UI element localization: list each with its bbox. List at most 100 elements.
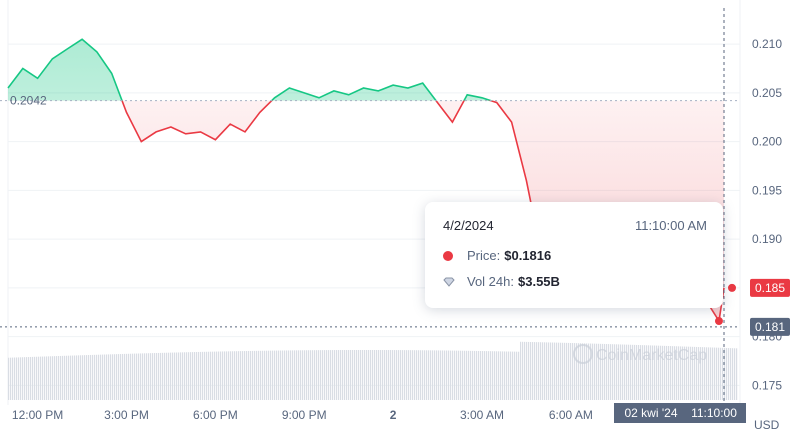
volume-bar	[44, 356, 46, 400]
tooltip-price-row: Price: $0.1816	[443, 248, 551, 263]
volume-bar	[286, 350, 288, 400]
volume-bar	[652, 345, 654, 400]
volume-bar	[156, 353, 158, 400]
volume-bar	[416, 350, 418, 400]
volume-bar	[434, 350, 436, 400]
volume-bar	[354, 350, 356, 400]
volume-bar	[576, 343, 578, 400]
volume-bar	[166, 352, 168, 400]
volume-bar	[68, 355, 70, 400]
volume-bar	[18, 357, 20, 400]
volume-bar	[398, 350, 400, 400]
volume-bar	[130, 353, 132, 400]
y-tick-label: 0.195	[752, 183, 782, 197]
price-line-up	[7, 38, 494, 101]
x-tick-label: 9:00 PM	[282, 408, 327, 422]
volume-bar	[646, 345, 648, 400]
volume-bar	[674, 346, 676, 400]
volume-bar	[206, 351, 208, 400]
volume-bar	[558, 342, 560, 400]
volume-bar	[720, 347, 722, 400]
volume-bar	[420, 350, 422, 400]
volume-bar	[404, 350, 406, 400]
volume-bar	[264, 350, 266, 400]
volume-bar	[98, 354, 100, 400]
volume-bar	[254, 350, 256, 400]
volume-bar	[634, 344, 636, 400]
volume-bar	[62, 355, 64, 400]
volume-bar	[280, 350, 282, 400]
volume-bar	[294, 350, 296, 400]
volume-bar	[302, 350, 304, 400]
volume-bar	[284, 350, 286, 400]
volume-bar	[626, 344, 628, 400]
volume-bar	[392, 350, 394, 400]
volume-bar	[168, 352, 170, 400]
volume-bar	[310, 350, 312, 400]
volume-bar	[590, 343, 592, 400]
volume-bar	[414, 350, 416, 400]
watermark: CoinMarketCap	[596, 347, 707, 364]
volume-bar	[314, 350, 316, 400]
volume-bar	[26, 357, 28, 400]
volume-bar	[604, 343, 606, 400]
volume-bar	[664, 345, 666, 400]
volume-bar	[176, 352, 178, 400]
x-tick-label: 2	[390, 408, 397, 422]
volume-bar	[706, 347, 708, 400]
volume-bar	[288, 350, 290, 400]
volume-bar	[660, 345, 662, 400]
volume-bar	[532, 342, 534, 400]
volume-bar	[446, 350, 448, 400]
volume-bar	[390, 350, 392, 400]
volume-bar	[402, 350, 404, 400]
volume-bar	[668, 345, 670, 400]
volume-bar	[46, 356, 48, 400]
volume-bar	[24, 357, 26, 400]
volume-bar	[612, 344, 614, 400]
volume-bar	[210, 351, 212, 400]
volume-bar	[378, 350, 380, 400]
volume-bar	[298, 350, 300, 400]
volume-bar	[736, 348, 738, 400]
volume-bar	[270, 350, 272, 400]
volume-bar	[544, 342, 546, 400]
volume-bar	[456, 350, 458, 400]
volume-bar	[190, 352, 192, 400]
volume-bar	[400, 350, 402, 400]
volume-bar	[406, 350, 408, 400]
svg-text:0.185: 0.185	[755, 281, 785, 295]
volume-bar	[54, 356, 56, 400]
volume-bar	[372, 350, 374, 400]
volume-bar	[348, 350, 350, 400]
volume-bar	[138, 353, 140, 400]
volume-bar	[702, 347, 704, 400]
volume-bar	[360, 350, 362, 400]
volume-bar	[174, 352, 176, 400]
volume-bar	[570, 342, 572, 400]
volume-bar	[204, 351, 206, 400]
volume-bar	[522, 341, 524, 400]
volume-bar	[218, 351, 220, 400]
volume-bar	[228, 351, 230, 400]
volume-bar	[712, 347, 714, 400]
volume-bar	[426, 350, 428, 400]
volume-bar	[122, 353, 124, 400]
volume-bar	[274, 350, 276, 400]
volume-bar	[542, 342, 544, 400]
tooltip-price-label: Price:	[467, 248, 501, 263]
volume-bar	[588, 343, 590, 400]
volume-bar	[508, 351, 510, 400]
volume-bar	[498, 351, 500, 400]
volume-bar	[244, 351, 246, 400]
price-dot-icon	[443, 250, 453, 261]
volume-bar	[318, 350, 320, 400]
volume-bar	[448, 350, 450, 400]
volume-bar	[208, 351, 210, 400]
volume-bar	[292, 350, 294, 400]
volume-bar	[606, 344, 608, 400]
tooltip-date: 4/2/2024	[443, 218, 494, 233]
volume-bar	[262, 350, 264, 400]
volume-bar	[120, 354, 122, 400]
